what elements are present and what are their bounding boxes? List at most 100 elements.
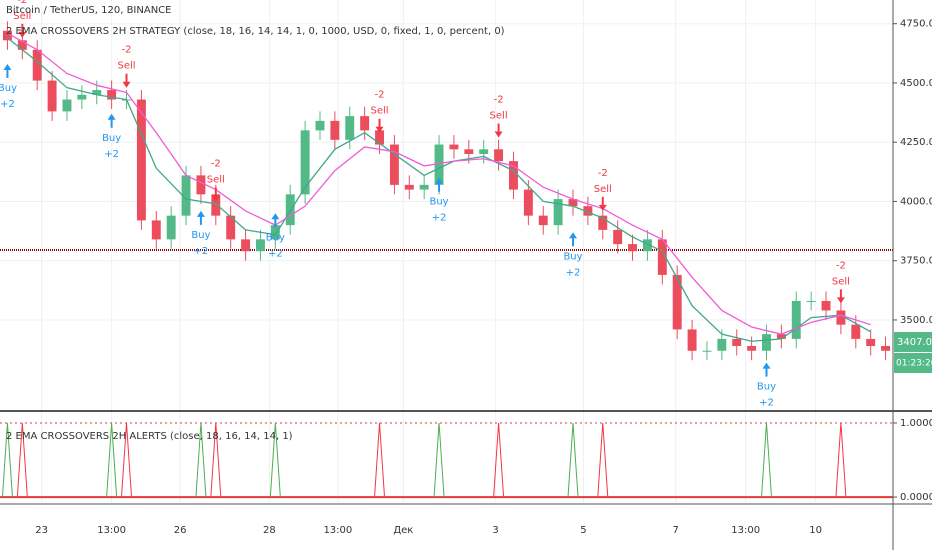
candle-body [806, 300, 816, 302]
indicator-tick-label: 0.0000 [900, 492, 932, 503]
candle-body [479, 149, 489, 155]
x-tick-label: 10 [809, 525, 822, 536]
candle-body [598, 215, 608, 230]
signal-qty: -2 [494, 94, 504, 105]
alert-spike [195, 422, 207, 498]
candle-body [270, 225, 280, 240]
last-price-tag [894, 331, 932, 352]
alert-spike [760, 422, 772, 498]
x-tick-label: 7 [673, 525, 679, 536]
alert-spike [567, 422, 579, 498]
alert-spike [374, 422, 386, 498]
signal-qty: +2 [432, 213, 447, 224]
candle-body [404, 184, 414, 190]
signal-side: Buy [757, 382, 776, 393]
candle-body [389, 144, 399, 185]
sell-arrow [122, 73, 131, 88]
candle-body [687, 329, 697, 351]
candle-body [464, 149, 474, 155]
plot: Buy +2 Sell -2 Buy +2 Sell -2 Buy +2 Sell -2 Buy +2 Se… [0, 0, 893, 499]
last-price: 3407.04 [897, 337, 932, 348]
signal-qty: +2 [566, 267, 581, 278]
buy-arrow [271, 213, 280, 228]
signal-side: Buy [191, 230, 210, 241]
candle-body [151, 220, 161, 240]
signal-side: Sell [13, 11, 31, 22]
candle-body [419, 184, 429, 190]
candle-body [881, 346, 891, 351]
candle-body [47, 80, 57, 112]
signal-side: Sell [832, 276, 850, 287]
candle-body [226, 215, 236, 240]
candle-body [494, 149, 504, 162]
signal-side: Sell [207, 174, 225, 185]
candle-body [255, 239, 265, 252]
sell-arrow [836, 289, 845, 304]
y-tick-label: 4000.00 [900, 196, 932, 207]
x-tick-label: 3 [492, 525, 498, 536]
signal-qty: +2 [104, 149, 119, 160]
signal-side: Buy [0, 83, 17, 94]
buy-arrow [435, 177, 444, 192]
grid [0, 0, 893, 503]
candle-body [657, 239, 667, 275]
alert-spike [269, 422, 281, 498]
x-tick-label: Дек [393, 525, 413, 536]
signal-qty: -2 [375, 90, 385, 101]
candle-body [851, 324, 861, 339]
candle-body [375, 130, 384, 145]
indicator-tick-label: 1.0000 [900, 418, 932, 429]
buy-arrow [107, 113, 116, 128]
x-tick-label: 5 [580, 525, 586, 536]
countdown-tag [894, 352, 932, 373]
candle-body [791, 300, 801, 339]
candle-body [434, 144, 444, 185]
x-tick-label: 26 [174, 525, 187, 536]
ema-line [7, 37, 871, 342]
signal-qty: +2 [268, 248, 283, 259]
alert-spike [433, 422, 445, 498]
y-tick-label: 3750.00 [900, 256, 932, 267]
alert-spike [106, 422, 118, 498]
candle-body [702, 350, 712, 352]
buy-arrow [762, 362, 771, 377]
buy-arrow [196, 210, 205, 225]
candle-body [762, 334, 771, 351]
candle-body [583, 206, 593, 216]
candle-body [181, 175, 191, 216]
y-tick-label: 4750.00 [900, 19, 932, 30]
signal-side: Buy [563, 251, 582, 262]
candle-body [196, 175, 206, 195]
chart-title: Bitcoin / TetherUS, 120, BINANCE [6, 5, 171, 16]
y-tick-label: 3500.00 [900, 315, 932, 326]
candle-body [509, 161, 518, 190]
sell-arrow [211, 187, 220, 202]
candle-body [17, 40, 27, 50]
candle-body [732, 338, 742, 347]
signal-qty: +2 [194, 246, 209, 257]
candle-body [107, 90, 117, 100]
alert-spike [1, 422, 13, 498]
sell-arrow [598, 196, 607, 211]
candle-body [166, 215, 176, 240]
signal-side: Sell [117, 61, 135, 72]
candle-body [77, 94, 87, 100]
signal-side: Sell [370, 106, 388, 117]
candle-body [747, 346, 757, 351]
signal-side: Sell [594, 184, 612, 195]
candle-body [32, 49, 42, 81]
candle-body [538, 215, 548, 226]
x-tick-label: 13:00 [97, 525, 126, 536]
candle-body [821, 300, 831, 311]
alert-spike [835, 422, 847, 498]
candle-body [672, 274, 682, 330]
alert-spike [210, 422, 222, 498]
candle-body [523, 189, 533, 216]
candle-body [717, 338, 727, 351]
candle-body [345, 116, 355, 140]
signal-qty: +2 [759, 398, 774, 409]
x-tick-label: 28 [263, 525, 276, 536]
candle-body [628, 244, 638, 252]
buy-arrow [3, 63, 12, 78]
